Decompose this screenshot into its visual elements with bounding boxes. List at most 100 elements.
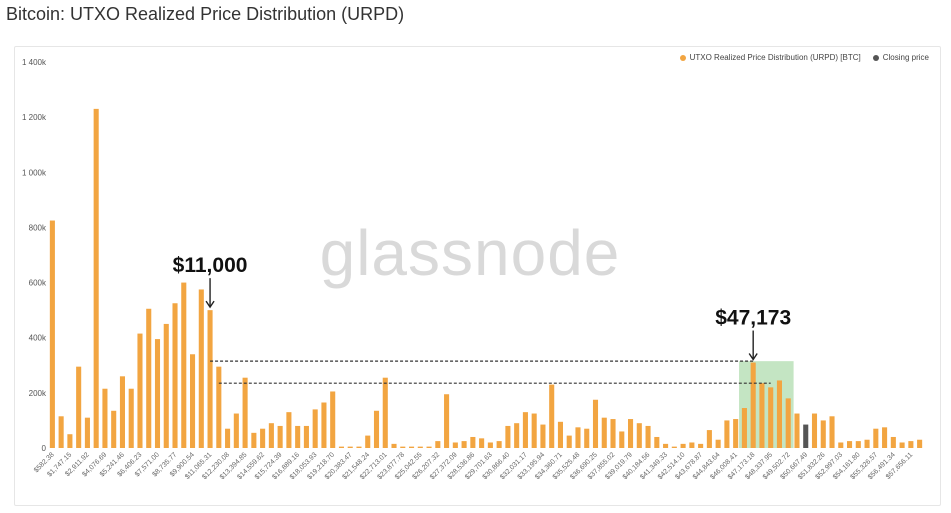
legend: UTXO Realized Price Distribution (URPD) … (679, 53, 929, 62)
urpd-bar (373, 410, 380, 448)
urpd-bar (689, 442, 695, 448)
urpd-bar (873, 428, 879, 448)
urpd-bar (382, 377, 388, 448)
legend-item-closing-price[interactable]: Closing price (872, 53, 929, 62)
highlight-zone (739, 361, 794, 448)
urpd-bar (882, 427, 888, 448)
urpd-bar (505, 425, 511, 448)
urpd-bar (58, 416, 64, 448)
urpd-bar (268, 423, 274, 448)
urpd-bar (93, 108, 99, 448)
urpd-bar (137, 333, 143, 448)
urpd-bar (365, 435, 371, 448)
watermark: glassnode (320, 217, 621, 289)
urpd-bar (759, 383, 765, 448)
urpd-bar (531, 413, 537, 448)
urpd-bar (435, 441, 441, 448)
urpd-bar (601, 417, 607, 448)
urpd-bar (715, 439, 721, 448)
urpd-bar (225, 428, 231, 448)
urpd-bar (295, 425, 301, 448)
urpd-bar (487, 442, 493, 448)
urpd-bar (479, 438, 485, 448)
urpd-bar (654, 436, 660, 448)
urpd-bar (452, 442, 458, 448)
urpd-bar (794, 413, 800, 448)
urpd-bar (198, 289, 204, 448)
urpd-bar (49, 220, 55, 448)
urpd-bar (444, 394, 450, 448)
urpd-bar (575, 427, 581, 448)
urpd-bar (338, 446, 345, 448)
y-tick-label: 1 200k (22, 113, 47, 122)
y-tick-label: 200k (29, 389, 47, 398)
urpd-bar (566, 435, 572, 448)
urpd-bar (303, 425, 309, 448)
y-tick-label: 0 (42, 444, 47, 453)
legend-urpd-label: UTXO Realized Price Distribution (URPD) … (689, 53, 861, 62)
urpd-bar (84, 417, 90, 448)
urpd-bar (146, 308, 152, 448)
urpd-bar (811, 413, 818, 448)
urpd-bar (768, 387, 774, 448)
urpd-bar (400, 446, 406, 448)
urpd-bar (102, 388, 108, 448)
legend-closing-label: Closing price (882, 53, 929, 62)
urpd-bar (540, 424, 546, 448)
legend-urpd-swatch (679, 54, 686, 61)
urpd-bar (899, 442, 905, 448)
urpd-bar (636, 423, 642, 448)
urpd-bar (417, 446, 423, 448)
urpd-bar (610, 419, 616, 448)
urpd-bar (741, 408, 747, 448)
closing-price-bar (803, 424, 809, 448)
y-tick-label: 1 000k (22, 168, 47, 177)
urpd-bar (890, 436, 896, 448)
urpd-bar (733, 419, 739, 448)
urpd-bar (408, 446, 415, 448)
urpd-bar (846, 441, 853, 448)
urpd-bar (785, 398, 791, 448)
urpd-bar (820, 420, 826, 448)
annotation-arrowhead (205, 300, 215, 309)
urpd-bar (724, 420, 730, 448)
urpd-bar (260, 428, 266, 448)
urpd-bar (470, 436, 476, 448)
legend-item-urpd[interactable]: UTXO Realized Price Distribution (URPD) … (679, 53, 861, 62)
urpd-bar (347, 446, 353, 448)
annotation-arrowhead (748, 353, 758, 361)
urpd-bar (321, 402, 327, 448)
urpd-bar (671, 446, 677, 448)
y-tick-label: 1 400k (22, 58, 47, 67)
urpd-bar (838, 442, 844, 448)
urpd-bar (514, 423, 520, 448)
urpd-bar (330, 391, 336, 448)
urpd-bar (312, 409, 318, 448)
y-tick-label: 400k (29, 334, 47, 343)
urpd-bar (233, 413, 239, 448)
urpd-bar (706, 430, 712, 448)
urpd-bar (207, 310, 213, 448)
urpd-bar (750, 362, 756, 448)
urpd-bar (663, 443, 669, 448)
urpd-bar (67, 434, 73, 448)
urpd-bar (698, 443, 704, 448)
annotation-label: $11,000 (173, 254, 248, 277)
annotation-label: $47,173 (715, 307, 791, 330)
urpd-bar (356, 446, 362, 448)
urpd-bar (461, 441, 467, 448)
urpd-bar (645, 425, 651, 448)
urpd-bar (251, 432, 257, 448)
urpd-bar (111, 410, 117, 448)
chart-title: Bitcoin: UTXO Realized Price Distributio… (6, 4, 405, 24)
urpd-bar (680, 443, 686, 448)
urpd-bar (908, 441, 914, 448)
urpd-bar (855, 441, 861, 448)
urpd-bar (549, 384, 555, 448)
urpd-bar (496, 441, 502, 448)
urpd-bar (119, 376, 126, 448)
urpd-bar (163, 323, 169, 448)
urpd-bar (242, 377, 248, 448)
urpd-bar (76, 366, 82, 448)
urpd-bar (522, 412, 528, 448)
